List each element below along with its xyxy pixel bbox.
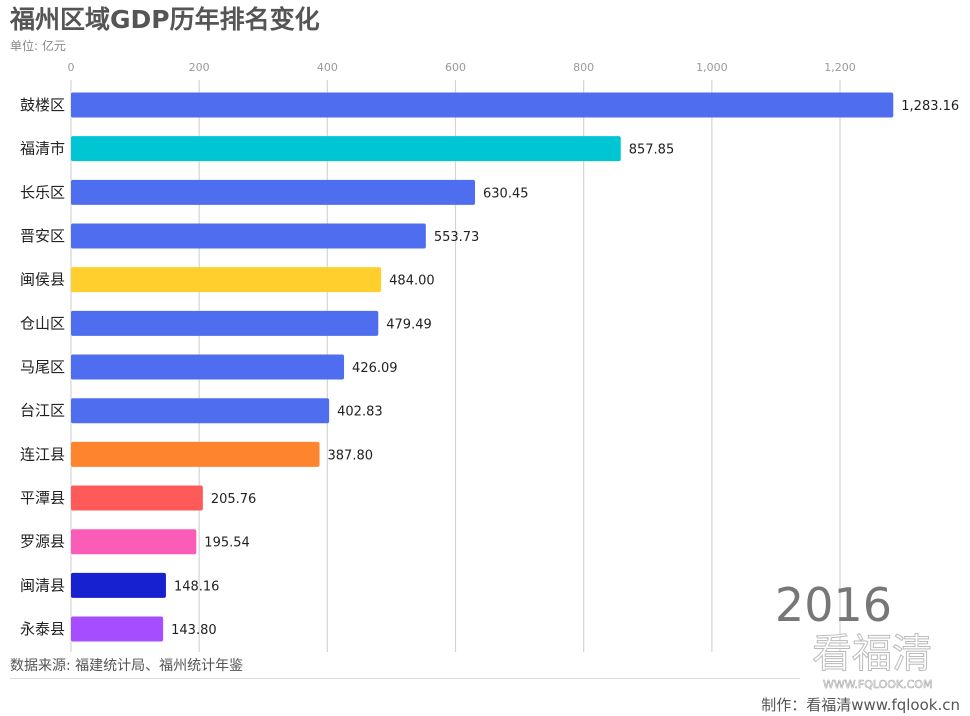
category-label: 永泰县 [20, 620, 65, 638]
bar [71, 92, 894, 118]
category-label: 台江区 [20, 402, 65, 420]
bar [71, 616, 164, 642]
data-source: 数据来源: 福建统计局、福州统计年鉴 [10, 658, 244, 674]
value-label: 479.49 [386, 317, 432, 332]
value-label: 553.73 [434, 230, 480, 245]
watermark-url: WWW.FQLOOK.COM [823, 678, 933, 692]
year-label: 2016 [774, 578, 892, 632]
category-label: 罗源县 [20, 533, 65, 551]
bar [71, 310, 379, 336]
value-label: 857.85 [629, 143, 675, 158]
bar [71, 179, 476, 205]
bar [71, 398, 330, 424]
x-tick-label: 400 [317, 61, 338, 74]
value-label: 484.00 [389, 274, 435, 289]
bar [71, 223, 426, 249]
category-label: 平潭县 [20, 489, 65, 507]
value-label: 205.76 [211, 492, 256, 507]
x-tick-label: 200 [189, 61, 210, 74]
category-label: 仓山区 [20, 314, 65, 332]
value-label: 1,283.16 [901, 99, 959, 114]
category-label: 长乐区 [20, 183, 65, 201]
x-tick-label: 1,200 [824, 61, 856, 74]
category-label: 连江县 [20, 445, 65, 463]
bar [71, 136, 621, 162]
bar [71, 267, 382, 293]
chart-title: 福州区域GDP历年排名变化 [10, 5, 320, 34]
watermark-logo: 看福清 [812, 631, 933, 677]
value-label: 426.09 [352, 361, 398, 376]
unit-label: 单位: 亿元 [10, 39, 66, 53]
bar [71, 441, 320, 467]
bar [71, 485, 203, 511]
category-label: 马尾区 [20, 358, 65, 376]
value-label: 143.80 [171, 623, 217, 638]
bar [71, 572, 166, 598]
bar [71, 354, 345, 380]
x-tick-label: 600 [445, 61, 466, 74]
category-label: 福清市 [20, 140, 65, 158]
value-label: 195.54 [204, 536, 250, 551]
bar [71, 529, 197, 555]
category-label: 鼓楼区 [20, 96, 65, 114]
x-tick-label: 0 [68, 61, 75, 74]
value-label: 387.80 [328, 448, 374, 463]
credit: 制作：看福清www.fqlook.cn [761, 696, 960, 714]
divider [10, 678, 800, 679]
category-label: 闽清县 [20, 576, 65, 594]
x-tick-label: 800 [573, 61, 594, 74]
category-label: 闽侯县 [20, 271, 65, 289]
value-label: 402.83 [337, 405, 383, 420]
x-tick-label: 1,000 [696, 61, 728, 74]
category-label: 晋安区 [20, 227, 65, 245]
value-label: 630.45 [483, 186, 529, 201]
value-label: 148.16 [174, 579, 220, 594]
